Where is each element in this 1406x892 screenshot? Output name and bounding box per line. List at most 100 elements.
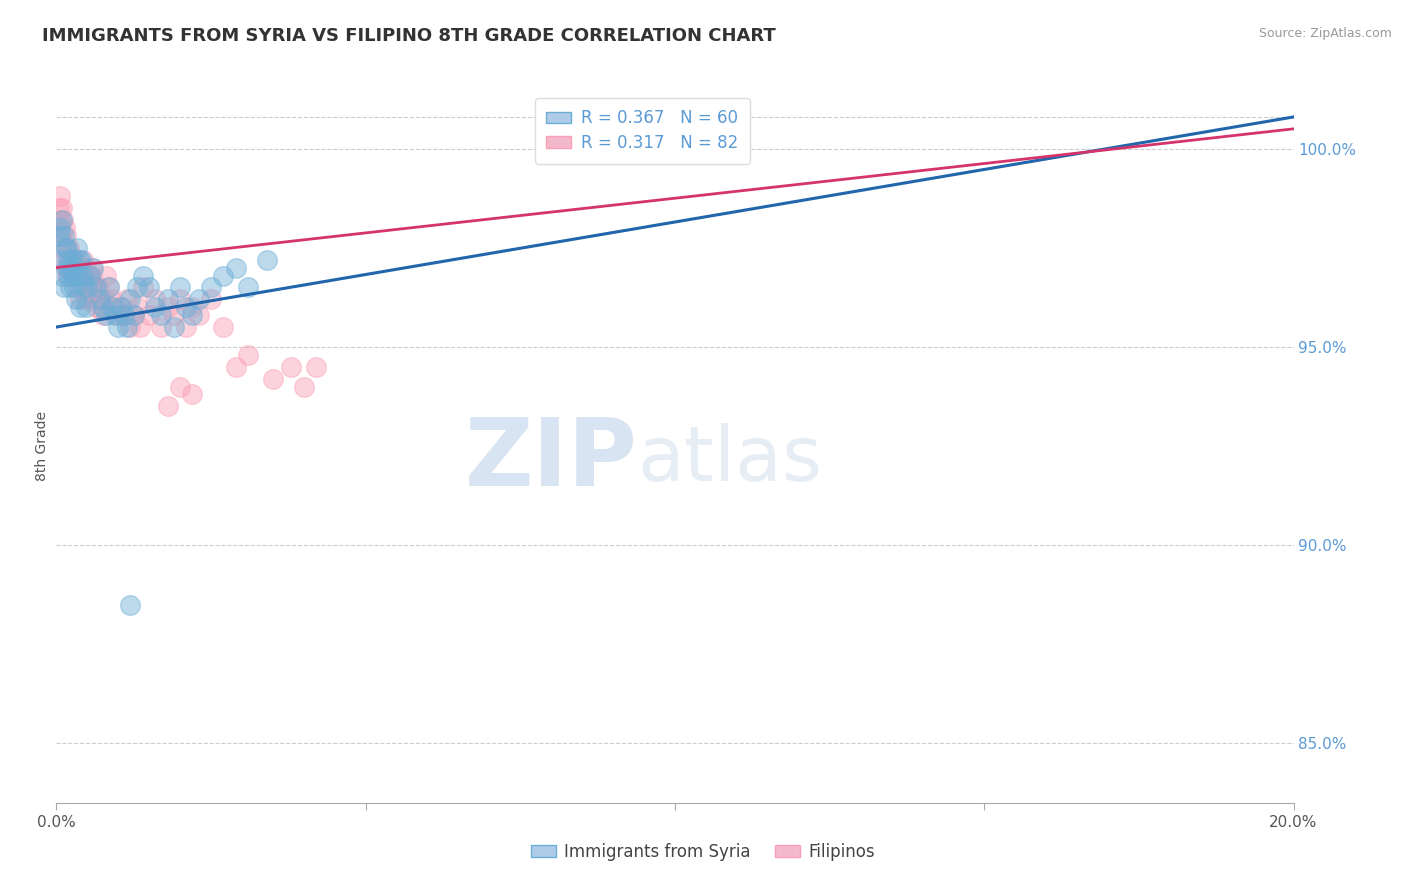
- Point: [53, 228, 76, 243]
- Point: [70, 268, 93, 283]
- Point: [104, 308, 127, 322]
- Point: [66, 241, 89, 255]
- Text: atlas: atlas: [638, 424, 823, 497]
- Point: [49, 221, 72, 235]
- Point: [94, 308, 117, 322]
- Point: [91, 300, 114, 314]
- Point: [53, 221, 76, 235]
- Point: [66, 260, 89, 275]
- Point: [110, 300, 132, 314]
- Point: [67, 268, 90, 283]
- Point: [87, 280, 110, 294]
- Point: [51, 268, 73, 283]
- Point: [62, 252, 84, 267]
- Point: [56, 252, 79, 267]
- Point: [51, 252, 73, 267]
- Point: [79, 268, 101, 283]
- Point: [49, 189, 72, 203]
- Point: [67, 252, 90, 267]
- Point: [75, 260, 97, 275]
- Point: [292, 379, 315, 393]
- Point: [73, 280, 96, 294]
- Point: [62, 280, 84, 294]
- Y-axis label: 8th Grade: 8th Grade: [35, 411, 49, 481]
- Point: [63, 268, 86, 283]
- Point: [66, 260, 89, 275]
- Point: [187, 308, 209, 322]
- Point: [86, 280, 108, 294]
- Point: [156, 300, 179, 314]
- Point: [86, 300, 108, 314]
- Point: [132, 280, 155, 294]
- Point: [262, 371, 284, 385]
- Point: [117, 320, 139, 334]
- Point: [280, 359, 302, 374]
- Point: [75, 293, 97, 307]
- Point: [55, 228, 77, 243]
- Point: [107, 308, 129, 322]
- Point: [51, 201, 73, 215]
- Point: [59, 260, 82, 275]
- Point: [48, 201, 70, 215]
- Point: [62, 268, 84, 283]
- Point: [156, 293, 179, 307]
- Text: ZIP: ZIP: [465, 414, 638, 507]
- Point: [83, 280, 105, 294]
- Point: [163, 308, 186, 322]
- Point: [90, 300, 112, 314]
- Point: [91, 308, 114, 322]
- Point: [55, 241, 77, 255]
- Point: [62, 268, 84, 283]
- Point: [120, 598, 142, 612]
- Point: [150, 320, 173, 334]
- Point: [89, 293, 111, 307]
- Point: [52, 252, 75, 267]
- Point: [93, 293, 115, 307]
- Point: [73, 280, 96, 294]
- Text: Source: ZipAtlas.com: Source: ZipAtlas.com: [1258, 27, 1392, 40]
- Point: [58, 252, 80, 267]
- Point: [187, 293, 209, 307]
- Point: [77, 268, 100, 283]
- Point: [56, 260, 79, 275]
- Point: [104, 300, 127, 314]
- Point: [76, 268, 98, 283]
- Point: [51, 213, 73, 227]
- Point: [58, 268, 80, 283]
- Point: [56, 241, 79, 255]
- Point: [52, 280, 75, 294]
- Point: [110, 300, 132, 314]
- Legend: R = 0.367   N = 60, R = 0.317   N = 82: R = 0.367 N = 60, R = 0.317 N = 82: [534, 97, 751, 163]
- Point: [125, 300, 148, 314]
- Point: [256, 252, 278, 267]
- Point: [70, 260, 93, 275]
- Point: [112, 308, 135, 322]
- Point: [212, 268, 235, 283]
- Point: [65, 252, 87, 267]
- Point: [60, 260, 83, 275]
- Point: [181, 308, 204, 322]
- Point: [225, 359, 247, 374]
- Point: [169, 379, 191, 393]
- Point: [122, 308, 145, 322]
- Point: [66, 280, 89, 294]
- Point: [55, 241, 77, 255]
- Point: [82, 268, 104, 283]
- Point: [163, 320, 186, 334]
- Point: [169, 280, 191, 294]
- Point: [107, 320, 129, 334]
- Point: [117, 293, 139, 307]
- Point: [97, 280, 120, 294]
- Point: [60, 252, 83, 267]
- Point: [89, 293, 111, 307]
- Point: [143, 300, 166, 314]
- Point: [200, 280, 222, 294]
- Point: [97, 280, 120, 294]
- Point: [86, 293, 108, 307]
- Point: [112, 308, 135, 322]
- Point: [65, 293, 87, 307]
- Point: [138, 280, 160, 294]
- Point: [82, 280, 104, 294]
- Point: [84, 293, 107, 307]
- Point: [101, 300, 124, 314]
